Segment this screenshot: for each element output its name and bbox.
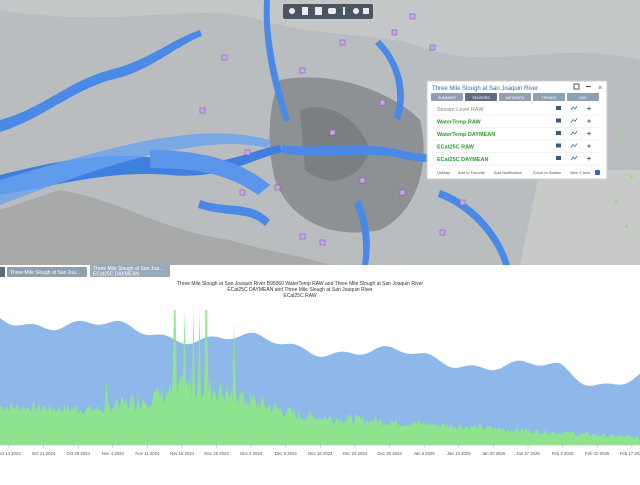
table-icon[interactable] [556, 131, 561, 135]
x-tick-label: Nov 11 2024 [135, 451, 160, 456]
refresh-icon[interactable] [353, 8, 359, 14]
info-icon[interactable] [343, 7, 345, 15]
table-icon[interactable] [556, 106, 561, 110]
x-tick-label: Dec 16 2024 [308, 451, 333, 456]
add-icon[interactable]: + [587, 131, 591, 138]
chart-icon[interactable] [570, 130, 578, 136]
table-icon[interactable] [556, 118, 561, 123]
checkbox[interactable] [595, 170, 600, 175]
minimize-button[interactable] [586, 86, 591, 87]
x-tick-label: Dec 9 2024 [275, 451, 298, 456]
panel-action[interactable]: UnMap [437, 170, 451, 175]
x-tick-label: Jan 27 2025 [516, 451, 540, 456]
table-icon[interactable] [556, 156, 561, 160]
panel-tab-label: SENSORS [472, 96, 490, 100]
sensor-name[interactable]: ECat25C RAW [437, 145, 475, 151]
x-tick-label: Nov 18 2024 [170, 451, 195, 456]
print-icon[interactable] [302, 7, 308, 15]
x-tick-label: Oct 14 2024 [0, 451, 21, 456]
x-tick-label: Dec 23 2024 [343, 451, 368, 456]
green-series-area [0, 310, 640, 445]
x-tick-label: Feb 3 2025 [552, 451, 574, 456]
chart-title-line: Three Mile Slough at San Joaquin River B… [177, 281, 423, 287]
chart-tab-label: Three Mile Slough at San Joa... [10, 270, 80, 276]
search-icon[interactable] [289, 8, 295, 14]
panel-action[interactable]: Add Notification [494, 170, 522, 175]
chart-tabs: Three Mile Slough at San Joa... Three Mi… [0, 264, 170, 278]
chart-tab[interactable] [7, 267, 87, 277]
checkbox-label: New Y Axis [570, 170, 590, 175]
chart-icon[interactable] [570, 155, 578, 161]
map-toolbar [283, 4, 373, 19]
chart-title: Three Mile Slough at San Joaquin River B… [177, 281, 423, 299]
panel-title: Three Mile Slough at San Joaquin River [432, 86, 538, 92]
panel-tab-label: SUMMARY [438, 96, 457, 100]
x-tick-label: Nov 4 2024 [102, 451, 125, 456]
panel-tab[interactable] [499, 93, 531, 101]
station-panel: Three Mile Slough at San Joaquin River ×… [426, 80, 608, 180]
panel-tab[interactable] [465, 93, 497, 101]
panel-action[interactable]: Add to Favorite [458, 170, 486, 175]
x-tick-label: Jan 6 2025 [414, 451, 436, 456]
sensor-name[interactable]: Stream Level RAW [437, 107, 484, 113]
tab-stub[interactable] [0, 267, 5, 277]
x-tick-label: Jan 20 2025 [482, 451, 506, 456]
x-tick-label: Oct 21 2024 [32, 451, 56, 456]
chart-icon[interactable] [570, 143, 578, 148]
chart-tab-label: ECat25C DAYMEAN [93, 272, 139, 278]
panel-tab-label: TRENDS [542, 96, 557, 100]
panel-tab[interactable] [431, 93, 463, 101]
add-icon[interactable]: + [587, 119, 591, 126]
cloud-icon[interactable] [328, 8, 336, 14]
panel-tab[interactable] [533, 93, 565, 101]
table-icon[interactable] [556, 143, 561, 148]
sensor-name[interactable]: WaterTemp DAYMEAN [437, 132, 495, 138]
panel-tab-label: METADATA [506, 96, 525, 100]
chart-title-line: ECat25C RAW [283, 293, 316, 299]
x-tick-label: Feb 17 2025 [620, 451, 640, 456]
chart-plot: Oct 14 2024 Oct 21 2024 Oct 28 2024 Nov 4 2… [0, 310, 640, 456]
x-tick-label: Jan 13 2025 [447, 451, 471, 456]
chart-title-line: ECat25C DAYMEAN and Three Mile Slough at… [227, 287, 373, 293]
panel-action[interactable]: Zoom to Station [533, 170, 561, 175]
x-tick-label: Dec 30 2024 [377, 451, 402, 456]
x-tick-label: Dec 2 2024 [240, 451, 263, 456]
copy-button[interactable] [573, 83, 580, 90]
panel-tab-label: KML [579, 96, 586, 100]
chart-tab[interactable] [90, 264, 170, 277]
add-icon[interactable]: + [587, 106, 591, 113]
chart-icon[interactable] [570, 118, 578, 123]
add-icon[interactable]: + [587, 144, 591, 151]
more-icon[interactable] [363, 8, 369, 14]
add-icon[interactable]: + [587, 156, 591, 163]
sensor-name[interactable]: WaterTemp RAW [437, 120, 482, 126]
x-tick-label: Nov 25 2024 [204, 451, 229, 456]
close-button[interactable]: × [598, 85, 602, 92]
share-icon[interactable] [315, 7, 322, 15]
chart-icon[interactable] [570, 105, 578, 111]
sensor-name[interactable]: ECat25C DAYMEAN [437, 157, 488, 163]
chart-tab-label: Three Mile Slough at San Joa... [93, 266, 163, 272]
x-tick-label: Oct 28 2024 [66, 451, 90, 456]
x-tick-label: Feb 10 2025 [585, 451, 610, 456]
panel-tab[interactable] [567, 93, 599, 101]
